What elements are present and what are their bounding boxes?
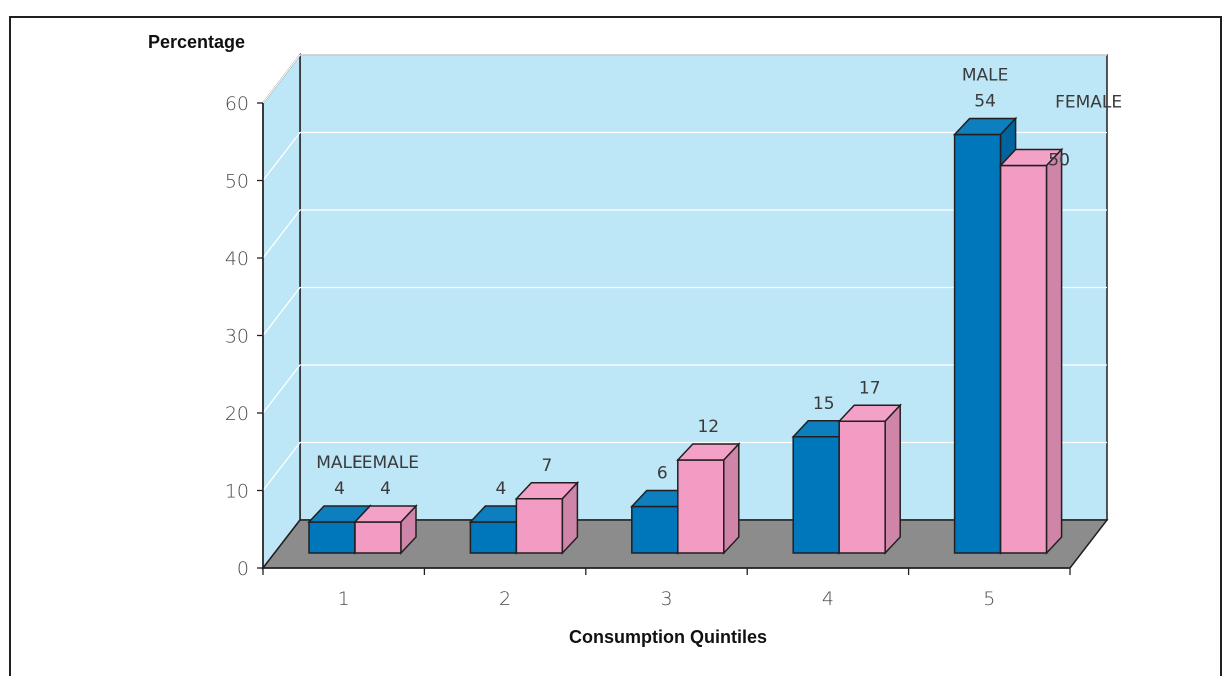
x-tick-label: 3: [660, 588, 672, 610]
y-tick-label: 0: [237, 558, 249, 580]
x-axis-title: Consumption Quintiles: [569, 627, 767, 647]
y-tick-label: 10: [225, 481, 249, 503]
series-annotation: MALE: [962, 66, 1009, 86]
y-tick-label: 20: [225, 403, 249, 425]
chart-frame: [9, 16, 1222, 676]
value-label: 4: [380, 479, 391, 499]
bar-front: [677, 459, 725, 554]
x-tick-label: 2: [499, 588, 511, 610]
value-label: 4: [334, 479, 345, 499]
bar-side: [884, 403, 901, 555]
bar-front: [631, 505, 679, 554]
bar-front: [515, 498, 564, 554]
value-label: 15: [813, 394, 835, 414]
y-tick-label: 60: [225, 93, 249, 115]
gridline: [262, 209, 1107, 259]
gridline: [262, 364, 1107, 414]
bar-front: [354, 521, 402, 554]
series-annotation: FEMALE: [1055, 93, 1122, 113]
series-annotation: FEMALE: [352, 453, 419, 473]
bar-front: [792, 436, 840, 554]
y-axis-title: Percentage: [148, 32, 245, 52]
bar-side: [723, 442, 740, 555]
x-tick-label: 4: [822, 588, 834, 610]
x-tick-label: 5: [983, 588, 995, 610]
gridline: [262, 54, 1107, 104]
bar-female-2: [514, 480, 580, 555]
value-label: 54: [974, 92, 996, 112]
bar-female-4: [837, 403, 902, 555]
gridline: [262, 286, 1107, 336]
value-label: 4: [495, 479, 506, 499]
bar-front: [953, 133, 1002, 554]
value-label: 12: [697, 417, 719, 437]
series-annotation: MALE: [316, 453, 363, 473]
bar-front: [999, 164, 1048, 554]
bar-front: [308, 521, 356, 554]
bar-female-1: [353, 504, 418, 555]
value-label: 6: [657, 464, 668, 484]
bar-side: [1045, 147, 1063, 555]
value-label: 7: [541, 456, 552, 476]
bar-front: [469, 521, 518, 554]
value-label: 50: [1048, 151, 1070, 171]
bar-female-5: [998, 147, 1064, 555]
bar-female-3: [676, 442, 741, 555]
y-tick-label: 40: [225, 248, 249, 270]
y-tick-label: 50: [225, 171, 249, 193]
bar-front: [838, 420, 886, 554]
y-tick-label: 30: [225, 326, 249, 348]
x-tick-label: 1: [338, 588, 350, 610]
value-label: 17: [859, 378, 881, 398]
bar-side: [400, 504, 417, 555]
gridline: [262, 131, 1107, 181]
bar-side: [561, 480, 579, 555]
